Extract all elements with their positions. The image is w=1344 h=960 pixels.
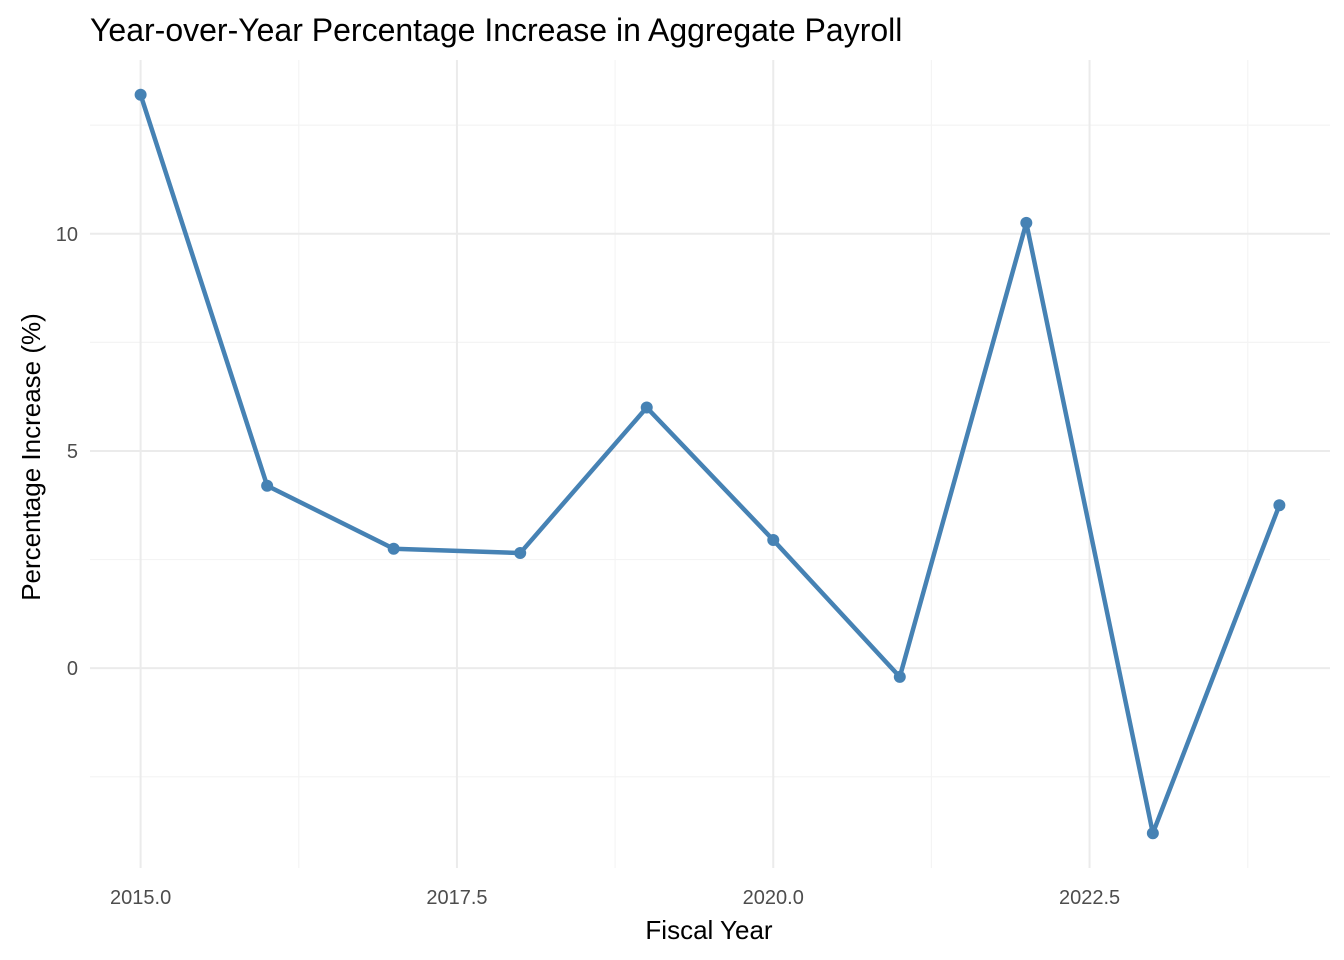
data-point [261,479,274,492]
data-point [640,401,653,414]
data-point [767,534,780,547]
data-point [1020,216,1033,229]
tick-labels: 2015.0 2017.5 2020.0 2022.5 0 5 10 [56,224,1120,909]
data-point [514,547,527,560]
y-tick-label: 5 [67,441,78,463]
x-axis-title: Fiscal Year [645,915,773,945]
data-point [1146,827,1159,840]
y-axis-title: Percentage Increase (%) [16,313,46,601]
y-tick-label: 0 [67,658,78,680]
data-point [387,542,400,555]
grid-lines [90,60,1330,868]
x-tick-label: 2020.0 [743,887,804,909]
data-point [893,670,906,683]
x-tick-label: 2022.5 [1059,887,1120,909]
y-tick-label: 10 [56,224,78,246]
data-point [134,88,147,101]
x-tick-label: 2017.5 [426,887,487,909]
chart-title: Year-over-Year Percentage Increase in Ag… [90,12,902,48]
series-layer [134,88,1286,840]
series-line [138,92,1282,836]
data-point [1273,499,1286,512]
x-tick-label: 2015.0 [110,887,171,909]
